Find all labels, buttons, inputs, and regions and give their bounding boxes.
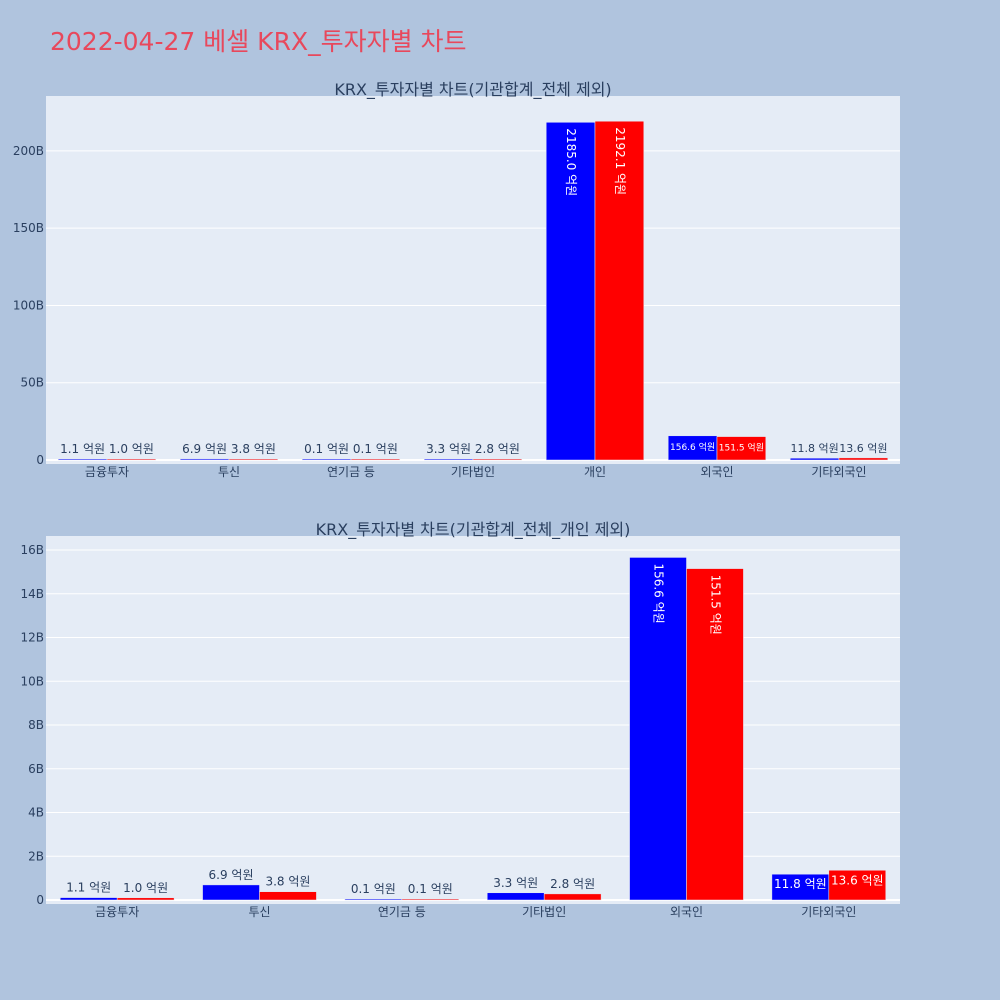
y-tick-label: 4B	[28, 806, 44, 820]
data-label: 0.1 억원	[351, 882, 396, 896]
data-label: 156.6 억원	[652, 563, 666, 623]
chart-top: 0 50B 100B 150B 200B KRX_투자자별 차트(기관합계_전체 제외) 금…	[13, 80, 900, 479]
data-label: 3.8 억원	[231, 442, 276, 456]
y-tick-label: 14B	[20, 587, 44, 601]
bar	[423, 458, 474, 461]
bar	[594, 120, 645, 461]
plot-area	[46, 96, 900, 464]
bar	[350, 458, 401, 461]
data-label: 6.9 억원	[182, 442, 227, 456]
x-tick-label: 개인	[584, 465, 606, 479]
x-tick-label: 연기금 등	[327, 465, 375, 479]
y-tick-label: 16B	[20, 543, 44, 557]
bar	[543, 893, 602, 901]
chart-title: KRX_투자자별 차트(기관합계_전체_개인 제외)	[316, 520, 631, 540]
chart-title: KRX_투자자별 차트(기관합계_전체 제외)	[334, 80, 611, 100]
data-label: 13.6 억원	[831, 873, 884, 887]
x-tick-label: 기타법인	[522, 905, 566, 919]
bar	[838, 457, 889, 461]
bar	[789, 457, 840, 461]
data-label: 11.8 억원	[774, 877, 827, 891]
data-label: 1.0 억원	[109, 442, 154, 456]
x-tick-label: 기타외국인	[801, 905, 856, 919]
bar	[202, 884, 260, 901]
bar	[179, 458, 230, 461]
data-label: 6.9 억원	[209, 868, 254, 882]
bar	[116, 897, 175, 901]
bar	[259, 891, 317, 901]
data-label: 2192.1 억원	[613, 127, 627, 195]
data-label: 156.6 억원	[670, 441, 715, 453]
data-label: 11.8 억원	[790, 442, 838, 455]
y-tick-label: 150B	[13, 221, 44, 235]
bar	[828, 870, 887, 901]
bar	[486, 892, 545, 901]
bar	[716, 436, 767, 461]
y-tick-label: 0	[36, 453, 44, 467]
bar	[228, 458, 279, 461]
data-label: 3.3 억원	[426, 442, 471, 456]
data-label: 0.1 억원	[304, 442, 349, 456]
data-label: 151.5 억원	[708, 575, 722, 635]
bar	[106, 458, 157, 461]
y-tick-label: 100B	[13, 298, 44, 312]
x-tick-label: 투신	[218, 465, 240, 479]
x-tick-label: 금융투자	[95, 905, 139, 919]
data-label: 1.1 억원	[60, 442, 105, 456]
x-tick-label: 외국인	[670, 905, 703, 919]
data-label: 3.8 억원	[265, 875, 310, 889]
y-tick-label: 0	[36, 893, 44, 907]
y-tick-label: 12B	[20, 631, 44, 645]
bar	[472, 458, 523, 461]
y-tick-label: 200B	[13, 144, 44, 158]
data-label: 2.8 억원	[475, 442, 520, 456]
y-tick-label: 2B	[28, 849, 44, 863]
x-tick-label: 연기금 등	[378, 905, 426, 919]
bar	[57, 458, 108, 461]
data-label: 151.5 억원	[719, 442, 764, 454]
x-tick-label: 금융투자	[85, 465, 129, 479]
x-tick-label: 투신	[248, 905, 270, 919]
data-label: 1.1 억원	[66, 881, 111, 895]
data-label: 0.1 억원	[408, 882, 453, 896]
x-tick-label: 기타외국인	[811, 465, 866, 479]
data-label: 2.8 억원	[550, 877, 595, 891]
data-label: 1.0 억원	[123, 881, 168, 895]
y-tick-label: 50B	[20, 376, 44, 390]
page-title: 2022-04-27 베셀 KRX_투자자별 차트	[50, 27, 467, 56]
x-tick-label: 기타법인	[451, 465, 495, 479]
bar	[401, 898, 460, 901]
bar	[686, 568, 744, 901]
data-label: 0.1 억원	[353, 442, 398, 456]
data-label: 13.6 억원	[839, 442, 887, 455]
bar	[59, 897, 118, 901]
bar	[301, 458, 352, 461]
y-tick-label: 8B	[28, 718, 44, 732]
y-tick-label: 6B	[28, 762, 44, 776]
bar	[344, 898, 403, 901]
plot-area	[46, 536, 900, 904]
chart-bottom: 0 2B 4B 6B 8B 10B 12B 14B 16B KRX_투자자별 차트(기관합계_전체…	[20, 520, 900, 919]
y-tick-label: 10B	[20, 674, 44, 688]
bar	[629, 557, 687, 901]
x-tick-label: 외국인	[700, 465, 733, 479]
bar	[771, 873, 830, 901]
bar	[545, 122, 596, 461]
data-label: 3.3 억원	[493, 876, 538, 890]
data-label: 2185.0 억원	[564, 128, 578, 196]
